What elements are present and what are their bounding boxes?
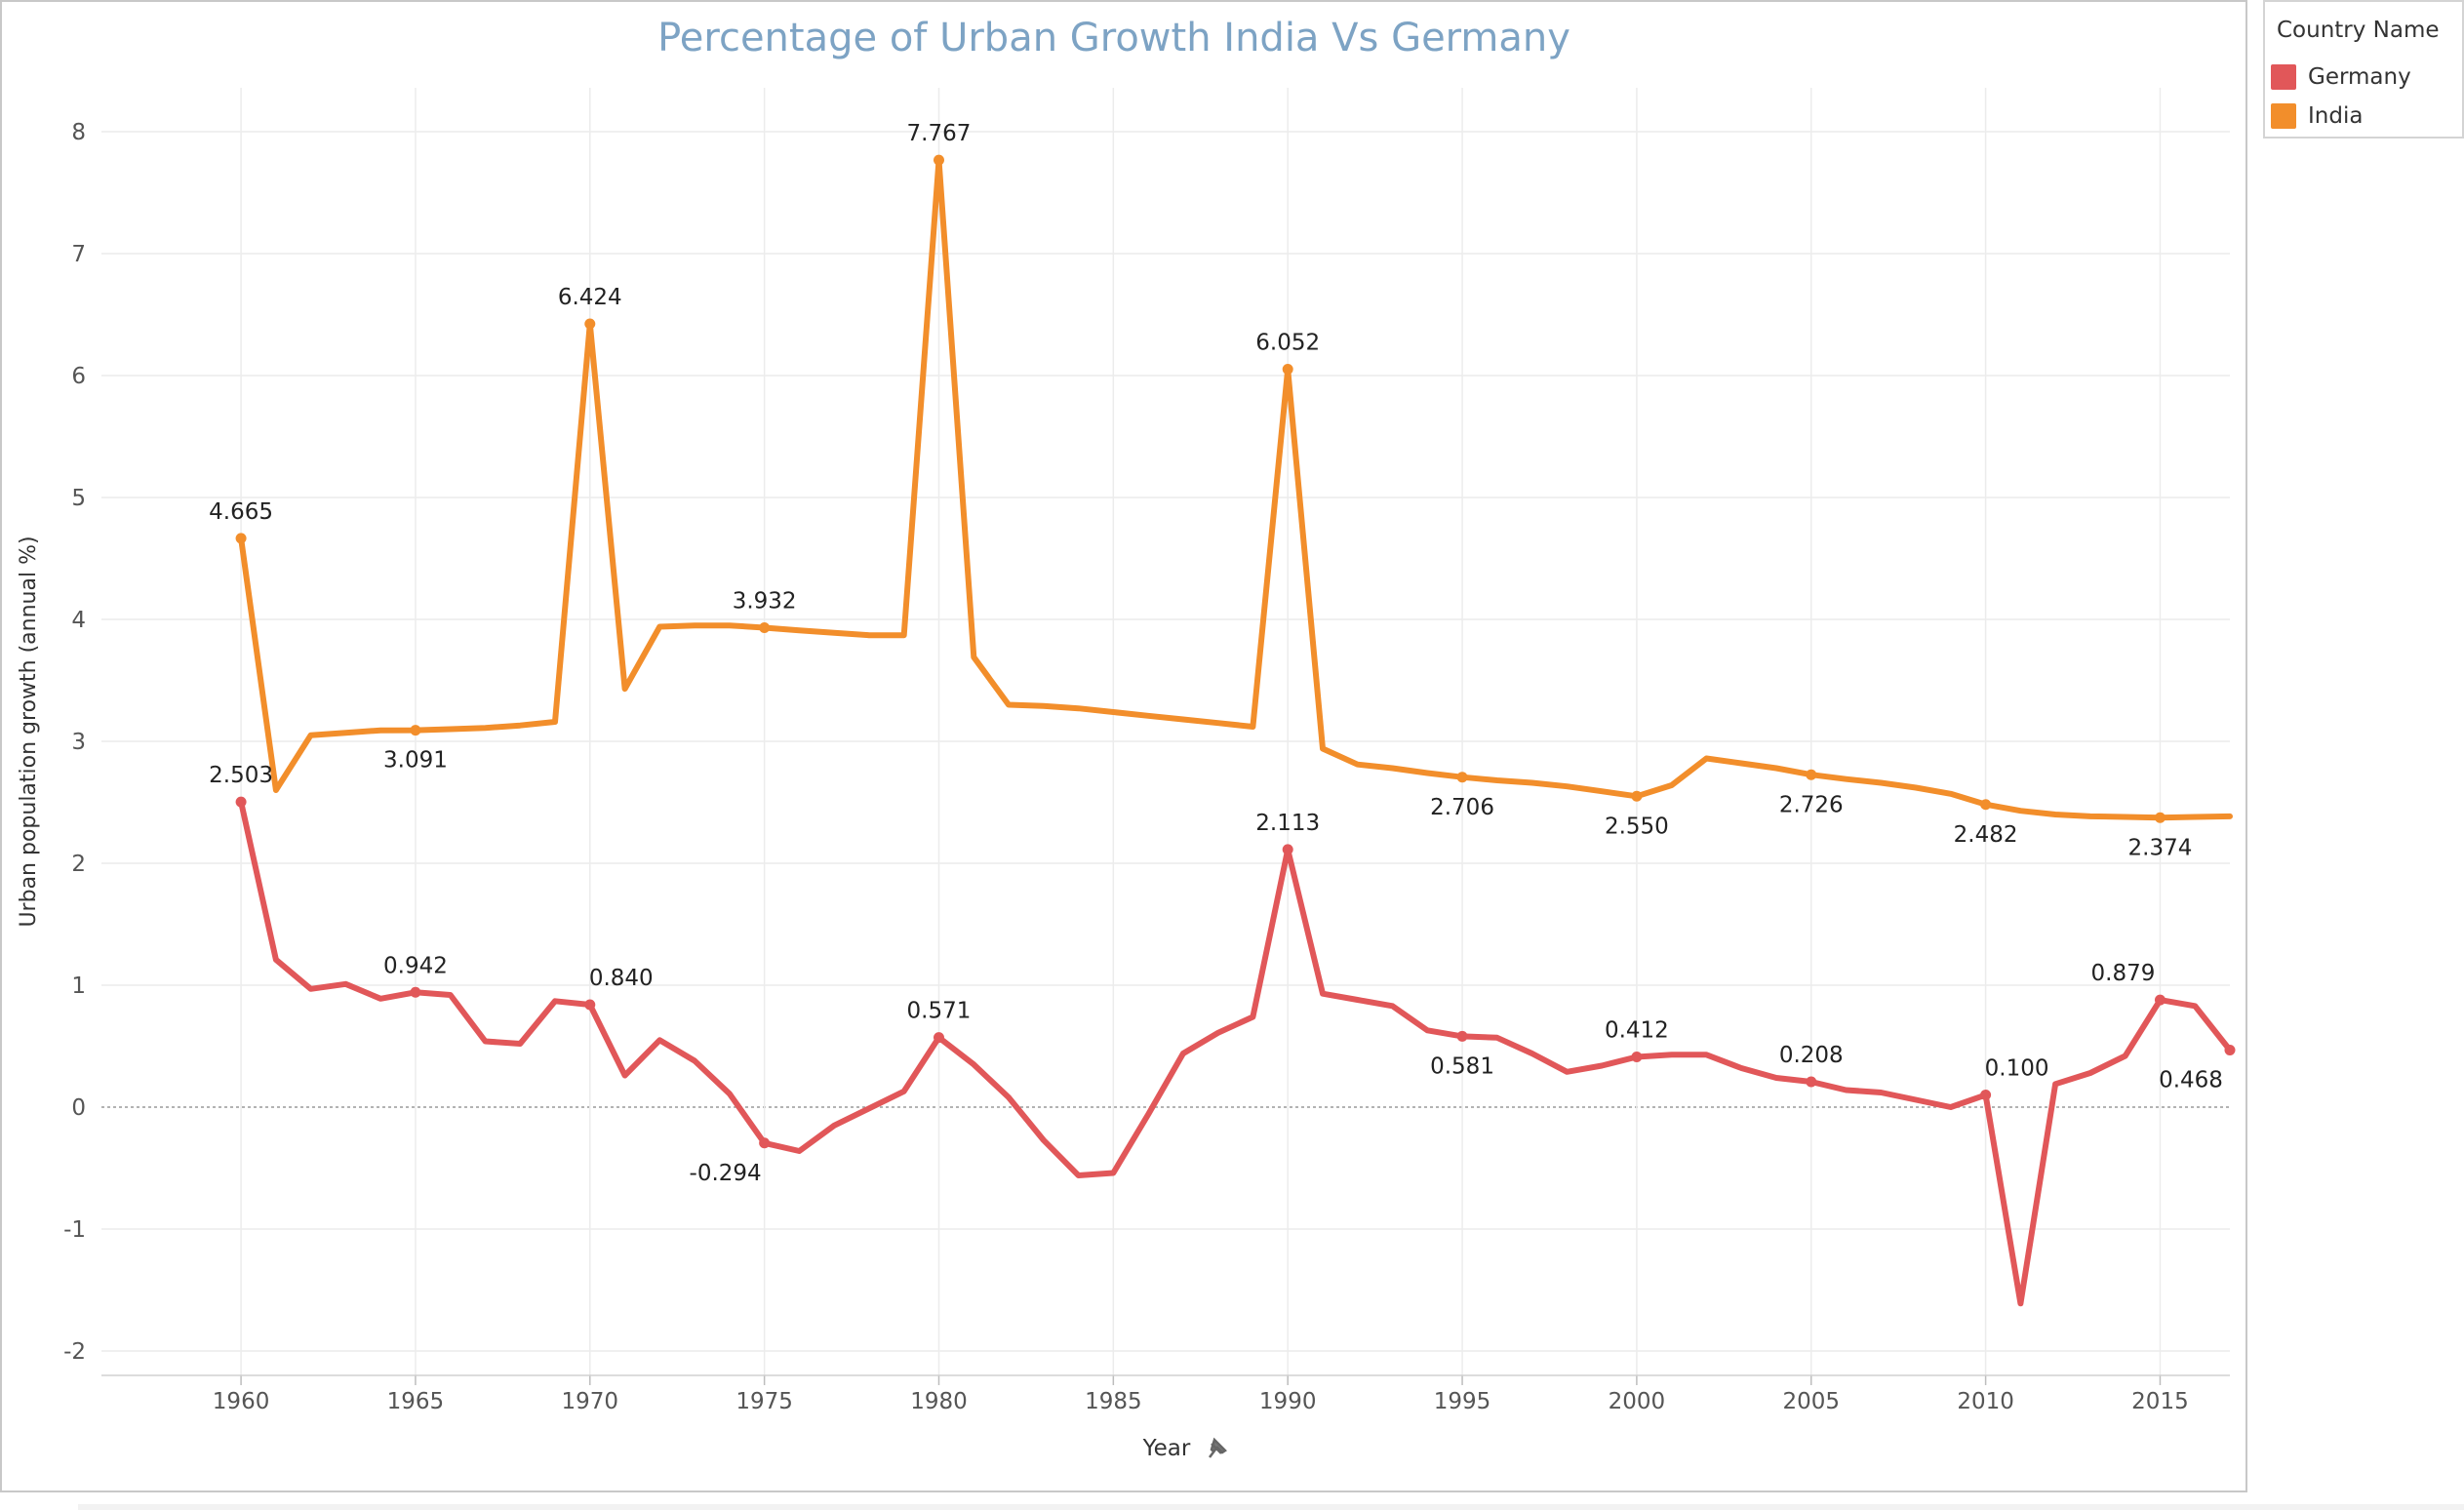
data-point-germany xyxy=(235,796,247,808)
data-point-india xyxy=(1631,790,1643,802)
legend-label-india: India xyxy=(2308,103,2364,129)
y-tick-label: -1 xyxy=(63,1217,86,1243)
data-point-india xyxy=(1806,769,1817,780)
data-point-india xyxy=(1282,364,1293,375)
y-tick-label: 8 xyxy=(71,120,86,145)
data-point-germany xyxy=(410,986,421,998)
data-label-germany: 0.412 xyxy=(1605,1018,1669,1044)
data-point-germany xyxy=(1806,1076,1817,1088)
data-label-germany: 0.208 xyxy=(1779,1043,1844,1068)
data-label-germany: 0.468 xyxy=(2159,1068,2223,1093)
legend-item-germany[interactable]: Germany xyxy=(2265,60,2460,90)
data-label-india: 6.424 xyxy=(558,285,622,310)
data-point-germany xyxy=(1631,1052,1643,1062)
legend-swatch-india xyxy=(2271,103,2296,129)
chart-frame xyxy=(0,0,2247,1492)
data-point-india xyxy=(1980,799,1992,811)
x-tick-label: 2000 xyxy=(1609,1389,1666,1414)
x-tick-label: 1975 xyxy=(735,1389,793,1414)
series-line-india xyxy=(238,157,2233,821)
data-label-india: 3.091 xyxy=(383,748,448,774)
data-point-india xyxy=(759,622,771,633)
data-point-india xyxy=(584,318,596,330)
data-label-germany: 2.113 xyxy=(1255,811,1320,836)
data-label-india: 2.726 xyxy=(1779,792,1844,817)
pin-icon[interactable] xyxy=(1209,1437,1227,1458)
data-label-germany: 0.581 xyxy=(1430,1053,1494,1079)
data-label-germany: 2.503 xyxy=(209,763,273,788)
data-label-germany: 0.840 xyxy=(589,966,654,991)
y-tick-label: 5 xyxy=(71,486,86,511)
data-label-india: 3.932 xyxy=(733,589,797,615)
data-label-india: 4.665 xyxy=(209,499,273,525)
legend-title: Country Name xyxy=(2277,18,2440,43)
data-point-germany xyxy=(584,999,596,1011)
data-point-germany xyxy=(1980,1090,1992,1100)
y-tick-label: 0 xyxy=(71,1095,86,1121)
data-label-germany: 0.942 xyxy=(383,953,448,978)
legend-item-india[interactable]: India xyxy=(2265,99,2460,129)
data-label-india: 7.767 xyxy=(907,121,972,146)
x-tick-label: 2015 xyxy=(2131,1389,2189,1414)
data-point-india xyxy=(235,533,247,544)
data-point-india xyxy=(1456,772,1468,783)
x-tick-label: 1960 xyxy=(213,1389,270,1414)
series-line-germany xyxy=(238,799,2233,1307)
data-label-india: 6.052 xyxy=(1255,331,1320,356)
legend: Country Name Germany India xyxy=(2263,0,2464,139)
data-point-india xyxy=(2154,812,2166,823)
x-tick-label: 1995 xyxy=(1434,1389,1491,1414)
y-tick-label: 1 xyxy=(71,974,86,999)
y-axis-title: Urban population growth (annual %) xyxy=(17,536,41,927)
axes: -2 -1 0 1 2 3 4 5 6 7 8 1960 1965 1970 1975 1980 1985 199… xyxy=(63,120,2230,1414)
gridlines xyxy=(101,88,2230,1375)
y-tick-label: 3 xyxy=(71,730,86,755)
legend-label-germany: Germany xyxy=(2308,64,2411,90)
data-point-germany xyxy=(2224,1045,2236,1055)
bottom-scroll-strip xyxy=(78,1504,2464,1510)
x-tick-label: 1985 xyxy=(1085,1389,1142,1414)
data-label-germany: -0.294 xyxy=(690,1161,762,1186)
data-point-india xyxy=(410,725,421,736)
y-tick-label: 6 xyxy=(71,364,86,389)
line-chart: Percentage of Urban Growth India Vs Germ… xyxy=(17,16,2236,1461)
data-label-germany: 0.100 xyxy=(1985,1056,2049,1082)
x-tick-label: 1980 xyxy=(910,1389,968,1414)
data-label-germany: 0.571 xyxy=(907,999,972,1024)
legend-swatch-germany xyxy=(2271,64,2296,90)
x-axis-title: Year xyxy=(1142,1436,1191,1461)
data-point-germany xyxy=(1282,844,1293,855)
y-tick-label: 7 xyxy=(71,242,86,267)
y-tick-label: 2 xyxy=(71,852,86,877)
x-tick-label: 1965 xyxy=(387,1389,445,1414)
data-label-india: 2.482 xyxy=(1954,822,2018,848)
chart-title: Percentage of Urban Growth India Vs Germ… xyxy=(657,16,1570,60)
data-label-india: 2.706 xyxy=(1430,795,1494,820)
x-tick-label: 1970 xyxy=(562,1389,619,1414)
x-tick-label: 1990 xyxy=(1259,1389,1317,1414)
data-labels: 2.503 0.942 0.840 -0.294 0.571 2.113 0.581 0.41… xyxy=(209,121,2223,1186)
data-point-germany xyxy=(759,1137,771,1149)
x-tick-label: 2010 xyxy=(1957,1389,2014,1414)
data-point-germany xyxy=(2154,994,2166,1006)
data-label-india: 2.550 xyxy=(1605,814,1669,839)
data-point-india xyxy=(933,154,944,166)
data-label-india: 2.374 xyxy=(2128,835,2193,860)
y-tick-label: 4 xyxy=(71,608,86,633)
series-layer xyxy=(235,154,2236,1307)
y-tick-label: -2 xyxy=(63,1339,86,1365)
data-label-germany: 0.879 xyxy=(2091,961,2156,986)
data-point-germany xyxy=(933,1032,944,1044)
x-tick-label: 2005 xyxy=(1782,1389,1840,1414)
data-point-germany xyxy=(1456,1030,1468,1042)
